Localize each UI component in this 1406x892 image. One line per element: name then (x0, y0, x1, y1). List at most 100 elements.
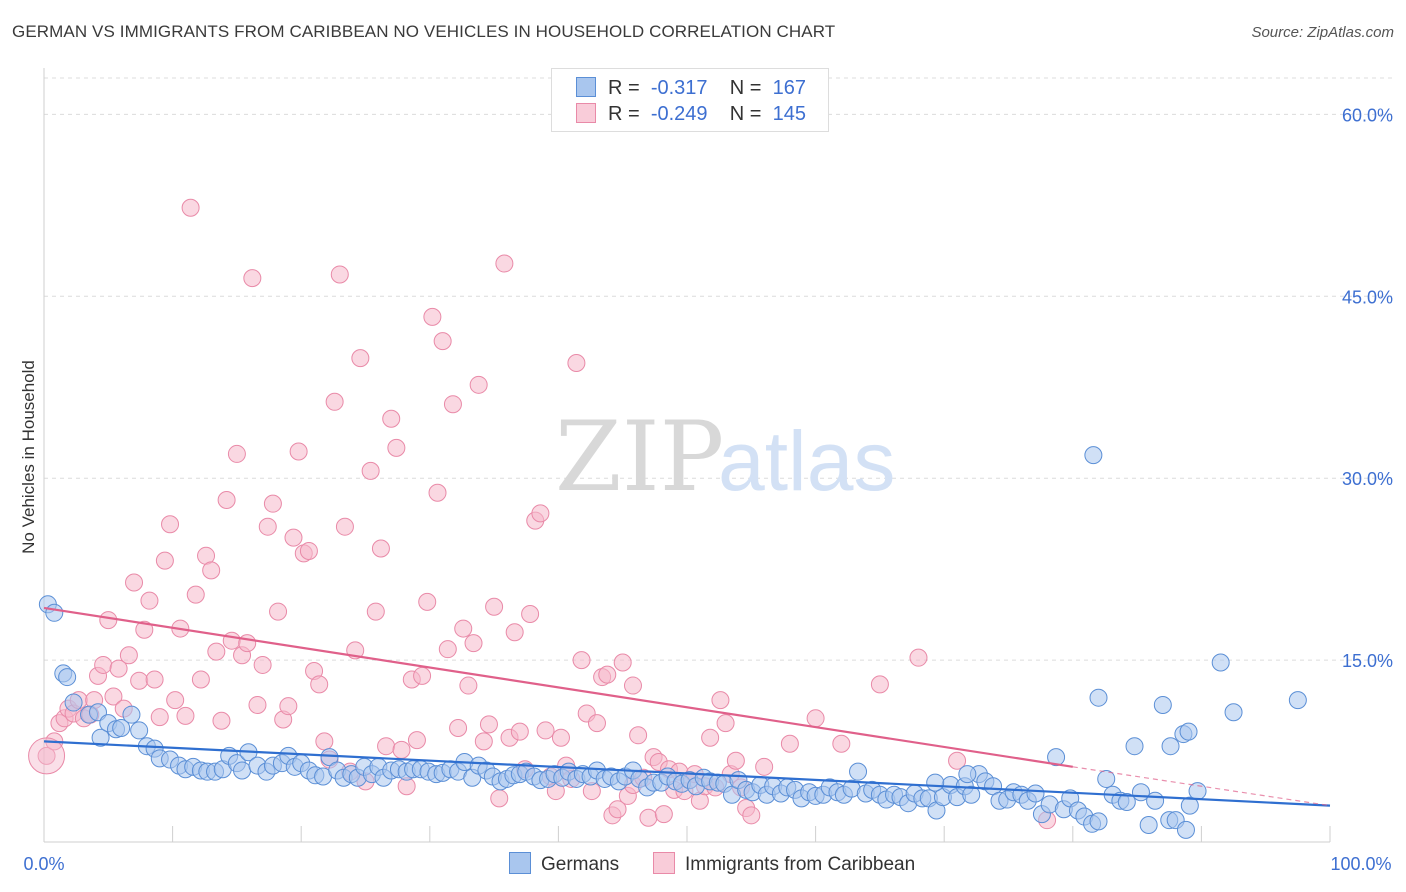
stats-legend: R = -0.317 N = 167 R = -0.249 N = 145 (551, 68, 829, 132)
data-point-germans (1139, 816, 1158, 835)
data-point-germans (91, 728, 110, 747)
legend-swatch-pink (653, 852, 675, 874)
data-point-germans (926, 773, 945, 792)
data-point-germans (112, 719, 131, 738)
legend-item-germans: Germans (509, 852, 619, 876)
watermark-atlas: atlas (718, 414, 895, 508)
data-point-germans (1089, 688, 1108, 707)
data-point-caribbean (870, 675, 889, 694)
data-point-caribbean (608, 800, 627, 819)
x-tick-label: 0.0% (23, 854, 64, 874)
legend-swatch-pink (576, 103, 596, 123)
data-point-caribbean (598, 665, 617, 684)
series-caribbean-points (28, 198, 1057, 830)
legend-item-caribbean: Immigrants from Caribbean (653, 852, 915, 876)
data-point-caribbean (212, 711, 231, 730)
data-point-caribbean (639, 808, 658, 827)
data-point-caribbean (780, 734, 799, 753)
data-point-germans (1161, 737, 1180, 756)
data-point-caribbean (140, 591, 159, 610)
data-point-caribbean (490, 789, 509, 808)
x-tick-label: 100.0% (1330, 854, 1391, 874)
y-tick-label: 45.0% (1342, 287, 1393, 307)
legend-row-caribbean: R = -0.249 N = 145 (576, 103, 806, 127)
x-tick-labels: 0.0% 100.0% (23, 854, 1391, 874)
data-point-caribbean (413, 666, 432, 685)
data-point-caribbean (654, 805, 673, 824)
data-point-caribbean (269, 602, 288, 621)
data-point-caribbean (701, 728, 720, 747)
data-point-caribbean (567, 353, 586, 372)
data-point-caribbean (289, 442, 308, 461)
data-point-caribbean (222, 631, 241, 650)
data-point-caribbean (181, 198, 200, 217)
legend-swatch-blue (509, 852, 531, 874)
data-point-germans (1176, 820, 1195, 839)
data-point-caribbean (361, 461, 380, 480)
data-point-caribbean (351, 349, 370, 368)
source-label: Source: ZipAtlas.com (1251, 24, 1394, 41)
data-point-caribbean (284, 528, 303, 547)
data-point-caribbean (443, 395, 462, 414)
axes (43, 68, 1331, 843)
data-point-germans (1146, 791, 1165, 810)
legend-row-germans: R = -0.317 N = 167 (576, 77, 806, 101)
data-point-germans (1097, 769, 1116, 788)
data-point-germans (1026, 784, 1045, 803)
data-point-caribbean (104, 687, 123, 706)
data-point-germans (1179, 722, 1198, 741)
data-point-caribbean (551, 728, 570, 747)
data-point-caribbean (28, 737, 66, 775)
data-point-caribbean (310, 675, 329, 694)
data-point-caribbean (130, 671, 149, 690)
trend-line-caribbean (43, 606, 1073, 768)
data-point-caribbean (217, 491, 236, 510)
data-point-caribbean (202, 561, 221, 580)
data-point-germans (962, 785, 981, 804)
data-point-germans (122, 705, 141, 724)
data-point-caribbean (454, 619, 473, 638)
legend-r-label: R = (608, 77, 640, 99)
data-point-caribbean (119, 646, 138, 665)
watermark-zip: ZIP (555, 401, 724, 513)
data-point-caribbean (536, 721, 555, 740)
data-point-caribbean (253, 655, 272, 674)
data-point-caribbean (531, 504, 550, 523)
data-point-caribbean (227, 444, 246, 463)
data-point-caribbean (392, 740, 411, 759)
data-point-caribbean (469, 375, 488, 394)
legend-swatch-blue (576, 77, 596, 97)
data-point-caribbean (330, 265, 349, 284)
y-tick-label: 15.0% (1342, 651, 1393, 671)
data-point-caribbean (37, 746, 56, 765)
y-tick-label: 30.0% (1342, 469, 1393, 489)
series-germans-points (38, 446, 1307, 839)
data-point-caribbean (613, 653, 632, 672)
data-point-germans (1125, 737, 1144, 756)
data-point-caribbean (258, 517, 277, 536)
data-point-germans (58, 668, 77, 687)
data-point-caribbean (629, 726, 648, 745)
data-point-caribbean (428, 483, 447, 502)
data-point-germans (1089, 812, 1108, 831)
trend-line-germans (43, 740, 1331, 807)
data-point-caribbean (161, 515, 180, 534)
data-point-caribbean (755, 757, 774, 776)
trend-lines (43, 606, 1331, 807)
data-point-caribbean (335, 517, 354, 536)
data-point-caribbean (371, 539, 390, 558)
data-point-caribbean (572, 651, 591, 670)
data-point-caribbean (716, 714, 735, 733)
data-point-caribbean (279, 697, 298, 716)
legend-label-caribbean: Immigrants from Caribbean (685, 854, 916, 875)
data-point-caribbean (243, 269, 262, 288)
data-point-germans (1117, 792, 1136, 811)
y-tick-label: 60.0% (1342, 105, 1393, 125)
data-point-caribbean (459, 676, 478, 695)
data-point-caribbean (433, 332, 452, 351)
watermark: ZIP atlas (555, 401, 895, 513)
data-point-caribbean (299, 541, 318, 560)
data-point-caribbean (711, 691, 730, 710)
y-axis-label: No Vehicles in Household (19, 360, 38, 554)
